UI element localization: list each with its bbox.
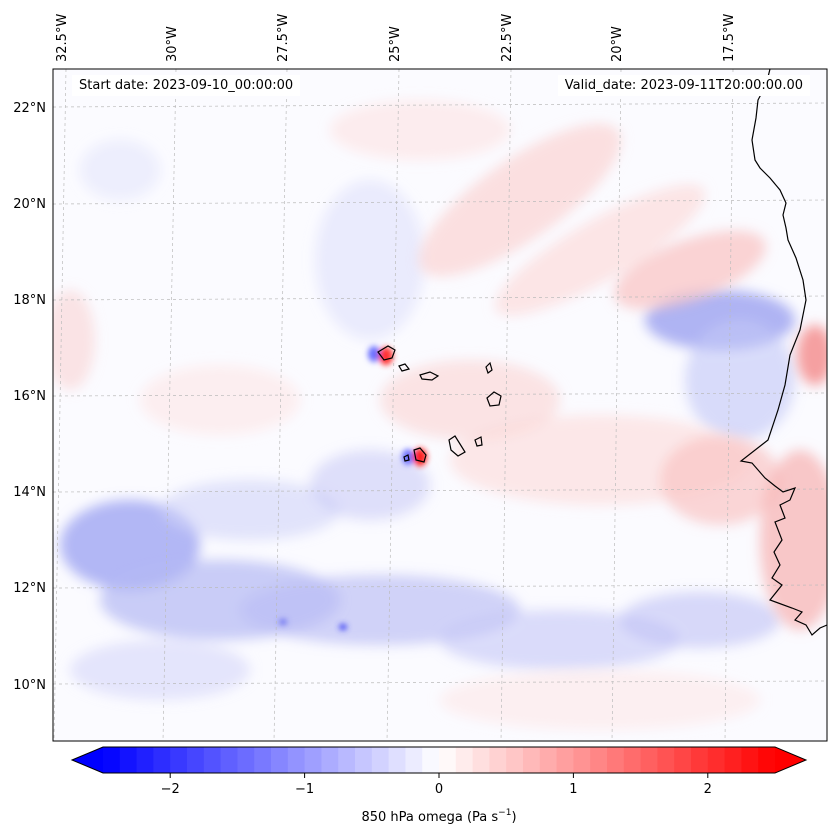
- colorbar-cell: [371, 747, 390, 773]
- lat-label-18n: 18°N: [13, 293, 46, 308]
- colorbar-cell: [573, 747, 591, 773]
- colorbar-cell: [640, 747, 658, 773]
- boa-vista-island: [486, 391, 502, 407]
- colorbar-cell: [707, 747, 726, 773]
- colorbar-cell: [556, 747, 574, 773]
- colorbar-cell: [103, 747, 121, 773]
- colorbar-cell: [455, 747, 474, 773]
- african-coastline: [739, 69, 827, 636]
- colorbar-cell: [523, 747, 541, 773]
- colorbar-cell: [187, 747, 205, 773]
- lon-label-22-5w: 22.5°W: [500, 14, 515, 62]
- valid-date-text: Valid_date: 2023-09-11T20:00:00.00: [564, 78, 803, 93]
- colorbar-tick-label: 0: [435, 782, 443, 797]
- colorbar-cell: [590, 747, 608, 773]
- cape-verde-islands: [377, 345, 502, 463]
- colorbar-cell: [758, 747, 776, 773]
- colorbar-cell: [304, 747, 322, 773]
- colorbar-cell: [724, 747, 742, 773]
- colorbar-cell: [220, 747, 238, 773]
- colorbar-cell: [741, 747, 759, 773]
- omega-field: [53, 69, 827, 741]
- lat-label-20n: 20°N: [13, 197, 46, 212]
- colorbar-tick-label: −2: [161, 782, 180, 797]
- colorbar-cell: [119, 747, 138, 773]
- lat-label-14n: 14°N: [13, 485, 46, 500]
- colorbar-cell: [321, 747, 339, 773]
- colorbar-cell: [237, 747, 255, 773]
- gridlines: [53, 69, 827, 741]
- colorbar-cell: [439, 747, 457, 773]
- brava-island: [403, 454, 410, 462]
- colorbar-cell: [472, 747, 490, 773]
- colorbar-outline: [70, 746, 808, 774]
- sao-vicente-island: [398, 363, 411, 372]
- colorbar-cell: [203, 747, 222, 773]
- lat-label-22n: 22°N: [13, 101, 46, 116]
- colorbar-cell: [153, 747, 171, 773]
- lat-label-12n: 12°N: [13, 581, 46, 596]
- colorbar-tick-label: 2: [704, 782, 712, 797]
- colorbar-cell: [506, 747, 524, 773]
- lon-label-27-5w: 27.5°W: [276, 14, 291, 62]
- colorbar-cell: [338, 747, 356, 773]
- positive-omega-band: [53, 100, 827, 730]
- lat-label-16n: 16°N: [13, 389, 46, 404]
- colorbar-cell: [657, 747, 675, 773]
- sal-island: [485, 361, 493, 374]
- lat-label-10n: 10°N: [13, 678, 46, 693]
- map-frame: [52, 68, 828, 742]
- colorbar-min-extend: [72, 747, 103, 773]
- colorbar-cell: [607, 747, 625, 773]
- colorbar-cell: [489, 747, 507, 773]
- latitude-labels: 22°N 20°N 18°N 16°N 14°N 12°N 10°N: [13, 101, 46, 693]
- colorbar-max-extend: [775, 747, 806, 773]
- colorbar-cell: [674, 747, 692, 773]
- maio-island: [474, 436, 483, 447]
- santiago-island: [448, 435, 466, 457]
- colorbar-cell: [254, 747, 272, 773]
- colorbar-cell: [170, 747, 188, 773]
- start-date-box: Start date: 2023-09-10_00:00:00: [72, 75, 301, 96]
- colorbar-cell: [271, 747, 289, 773]
- colorbar-ticks: −2 −1 0 1 2: [161, 773, 712, 797]
- colorbar-tick-label: 1: [569, 782, 577, 797]
- colorbar-cell: [388, 747, 406, 773]
- santo-antao-island: [377, 345, 396, 361]
- colorbar-cell: [136, 747, 154, 773]
- colorbar-label: 850 hPa omega (Pa s−1): [361, 808, 516, 825]
- lon-label-17-5w: 17.5°W: [722, 14, 737, 62]
- colorbar-cell: [422, 747, 440, 773]
- colorbar: −2 −1 0 1 2 850 hPa omega (Pa s−1): [70, 746, 808, 825]
- lon-label-20w: 20°W: [610, 26, 625, 62]
- colorbar-tick-label: −1: [295, 782, 314, 797]
- colorbar-cells: [103, 747, 776, 773]
- colorbar-cell: [539, 747, 558, 773]
- lon-label-32-5w: 32.5°W: [55, 14, 70, 62]
- negative-omega-band: [60, 140, 795, 700]
- colorbar-cell: [287, 747, 306, 773]
- valid-date-box: Valid_date: 2023-09-11T20:00:00.00: [557, 75, 810, 96]
- colorbar-cell: [355, 747, 373, 773]
- start-date-text: Start date: 2023-09-10_00:00:00: [79, 78, 294, 93]
- lon-label-25w: 25°W: [388, 26, 403, 62]
- colorbar-cell: [405, 747, 423, 773]
- fogo-island: [413, 447, 427, 463]
- colorbar-cell: [623, 747, 642, 773]
- sao-nicolau-island: [419, 371, 440, 381]
- lon-label-30w: 30°W: [165, 26, 180, 62]
- longitude-labels: 32.5°W 30°W 27.5°W 25°W 22.5°W 20°W 17.5…: [55, 14, 737, 62]
- colorbar-cell: [691, 747, 709, 773]
